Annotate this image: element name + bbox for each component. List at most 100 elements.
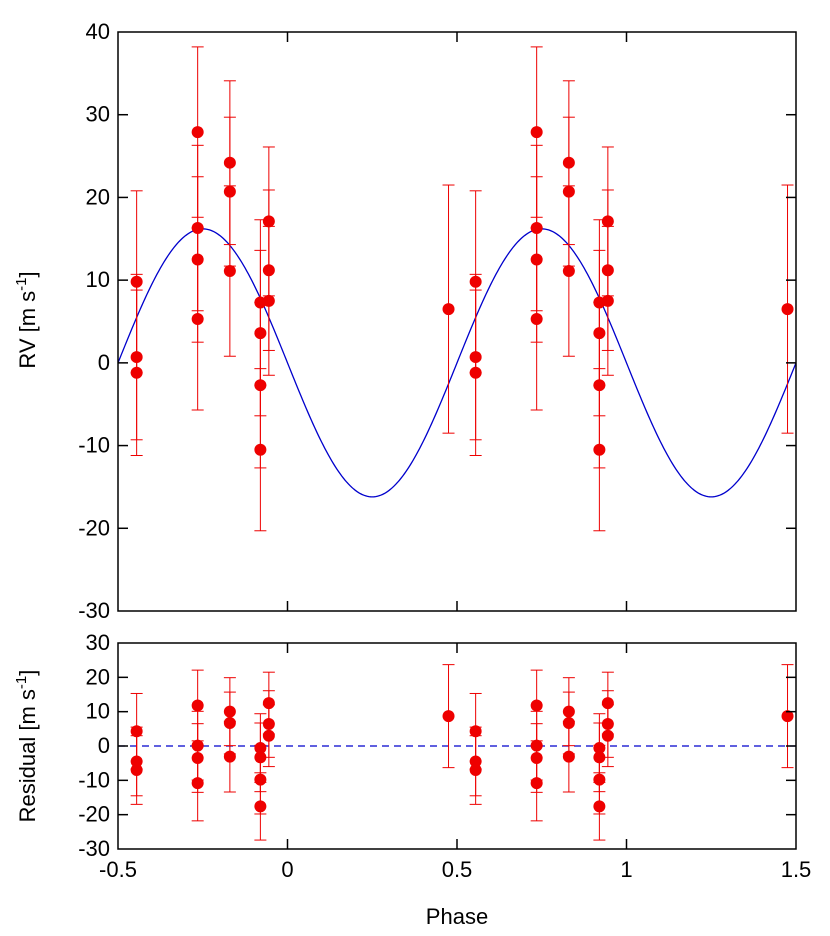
data-point bbox=[262, 294, 275, 307]
data-point bbox=[191, 313, 204, 326]
data-point bbox=[562, 265, 575, 278]
y-tick-label: 20 bbox=[86, 664, 110, 689]
data-point bbox=[593, 773, 606, 786]
data-point bbox=[469, 366, 482, 379]
residual-panel: -30 -20 -10 0 10 20 30 -0.5 0 0.5 1 1.5 bbox=[78, 630, 811, 882]
data-point bbox=[469, 764, 482, 777]
residual-axis-label: Residual [m s-1] bbox=[13, 670, 40, 823]
data-point bbox=[262, 215, 275, 228]
x-tick-label: 0.5 bbox=[442, 857, 473, 882]
data-point bbox=[530, 699, 543, 712]
rv-axis-label-text: RV [m s bbox=[15, 291, 40, 369]
y-tick-label: 10 bbox=[86, 699, 110, 724]
data-point bbox=[469, 275, 482, 288]
x-tick-label: 1.5 bbox=[781, 857, 812, 882]
data-point bbox=[191, 777, 204, 790]
data-point bbox=[442, 710, 455, 723]
y-tick-label: 30 bbox=[86, 102, 110, 127]
data-point bbox=[130, 366, 143, 379]
data-point bbox=[601, 294, 614, 307]
residual-axis-label-close: ] bbox=[15, 670, 40, 676]
data-point bbox=[223, 156, 236, 169]
data-point bbox=[254, 800, 267, 813]
data-point bbox=[442, 303, 455, 316]
data-point bbox=[469, 755, 482, 768]
data-point bbox=[262, 718, 275, 731]
y-tick-label: -10 bbox=[78, 433, 110, 458]
residual-axis-label-text: Residual [m s bbox=[15, 689, 40, 822]
data-point bbox=[530, 739, 543, 752]
plot-frame bbox=[117, 31, 797, 612]
y-tick-label: 0 bbox=[98, 733, 110, 758]
data-point bbox=[530, 222, 543, 235]
data-point bbox=[562, 705, 575, 718]
y-tick-label: 0 bbox=[98, 350, 110, 375]
data-point bbox=[254, 443, 267, 456]
data-point bbox=[601, 264, 614, 277]
data-point bbox=[223, 750, 236, 763]
y-tick-label: 30 bbox=[86, 630, 110, 655]
data-point bbox=[562, 185, 575, 198]
rv-axis-label: RV [m s-1] bbox=[13, 271, 40, 368]
data-point bbox=[130, 351, 143, 364]
data-point bbox=[223, 705, 236, 718]
data-point bbox=[191, 739, 204, 752]
data-point bbox=[593, 742, 606, 755]
data-point bbox=[593, 443, 606, 456]
data-point bbox=[781, 303, 794, 316]
data-point bbox=[469, 351, 482, 364]
data-point bbox=[530, 752, 543, 765]
data-point bbox=[191, 222, 204, 235]
y-tick-label: -20 bbox=[78, 515, 110, 540]
data-point bbox=[601, 697, 614, 710]
residual-axis-label-sup: -1 bbox=[13, 676, 30, 689]
data-point bbox=[223, 716, 236, 729]
data-point bbox=[530, 126, 543, 139]
y-tick-label: 40 bbox=[86, 19, 110, 44]
data-point bbox=[130, 764, 143, 777]
data-point bbox=[530, 777, 543, 790]
y-tick-label: 10 bbox=[86, 267, 110, 292]
data-point bbox=[254, 773, 267, 786]
rv-axis-label-close: ] bbox=[15, 271, 40, 277]
rv-panel: -30 -20 -10 0 10 20 30 40 bbox=[78, 19, 797, 623]
data-point bbox=[254, 742, 267, 755]
x-tick-label: -0.5 bbox=[99, 857, 137, 882]
data-point bbox=[262, 264, 275, 277]
data-point bbox=[191, 126, 204, 139]
data-point bbox=[254, 751, 267, 764]
data-point bbox=[562, 750, 575, 763]
data-point bbox=[601, 718, 614, 731]
model-curve bbox=[117, 228, 797, 498]
data-point bbox=[130, 725, 143, 738]
y-tick-label: -20 bbox=[78, 802, 110, 827]
y-tick-label: 20 bbox=[86, 184, 110, 209]
data-point bbox=[262, 697, 275, 710]
data-point bbox=[469, 725, 482, 738]
data-point bbox=[593, 379, 606, 392]
y-tick-label: -30 bbox=[78, 836, 110, 861]
data-point bbox=[223, 265, 236, 278]
data-point bbox=[223, 185, 236, 198]
data-point bbox=[191, 752, 204, 765]
x-tick-label: 0 bbox=[281, 857, 293, 882]
data-point bbox=[262, 729, 275, 742]
data-point bbox=[530, 253, 543, 266]
data-point bbox=[562, 716, 575, 729]
data-point bbox=[601, 215, 614, 228]
data-point bbox=[593, 800, 606, 813]
y-tick-label: -10 bbox=[78, 767, 110, 792]
data-point bbox=[601, 729, 614, 742]
data-point bbox=[130, 755, 143, 768]
x-tick-label: 1 bbox=[620, 857, 632, 882]
data-point bbox=[191, 253, 204, 266]
data-point bbox=[254, 327, 267, 340]
rv-axis-label-sup: -1 bbox=[13, 277, 30, 290]
data-point bbox=[593, 751, 606, 764]
data-point bbox=[191, 699, 204, 712]
data-point bbox=[254, 379, 267, 392]
data-point bbox=[530, 313, 543, 326]
data-point bbox=[130, 275, 143, 288]
data-point bbox=[593, 327, 606, 340]
